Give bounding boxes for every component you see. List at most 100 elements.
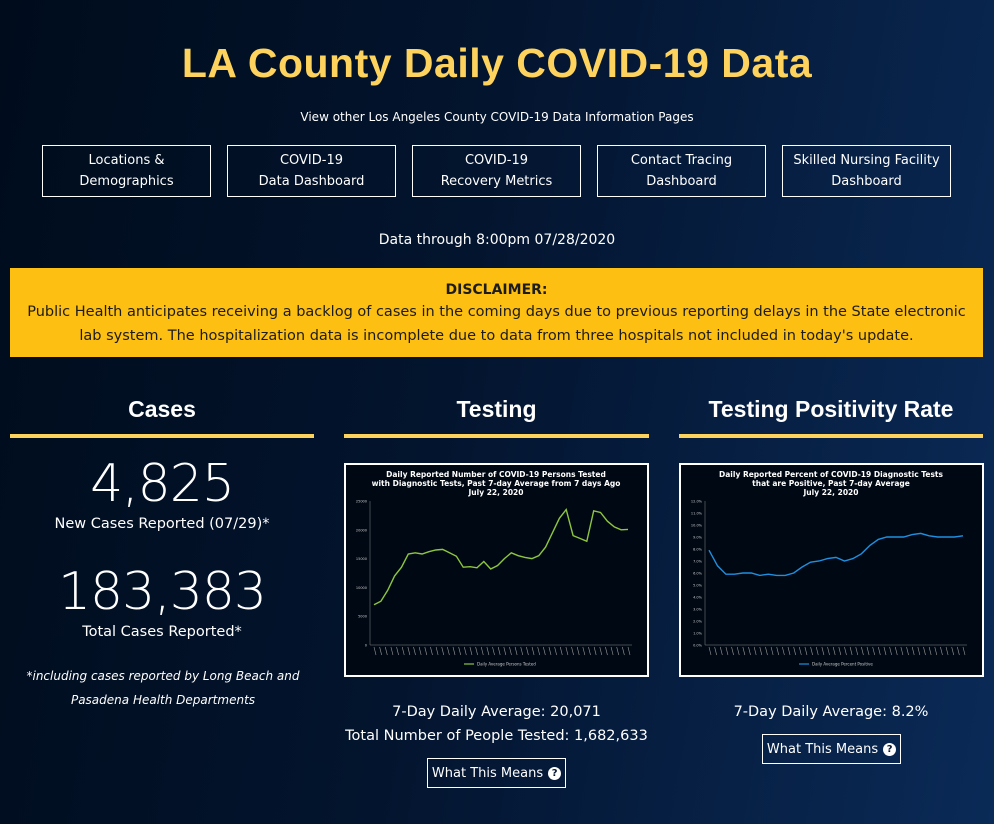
series-line <box>373 508 629 606</box>
testing-chart: Daily Reported Number of COVID-19 Person… <box>344 463 649 677</box>
x-tick-mark <box>559 646 563 656</box>
x-tick-mark <box>537 646 540 656</box>
x-tick-mark <box>492 646 495 656</box>
x-tick-mark <box>503 646 507 656</box>
positivity-chart: Daily Reported Percent of COVID-19 Diagn… <box>679 463 984 677</box>
x-tick-mark <box>917 646 921 656</box>
x-tick-mark <box>951 646 955 656</box>
nav-data-dashboard[interactable]: COVID-19 Data Dashboard <box>227 145 396 197</box>
y-tick-label: 4.0% <box>693 596 703 600</box>
nav-recovery-metrics[interactable]: COVID-19 Recovery Metrics <box>412 145 581 197</box>
y-tick-label: 2.0% <box>693 620 703 624</box>
x-tick-mark <box>554 646 557 656</box>
x-tick-mark <box>379 646 382 656</box>
x-tick-mark <box>894 646 898 656</box>
x-tick-mark <box>526 646 529 656</box>
x-tick-mark <box>407 646 411 656</box>
x-tick-mark <box>827 646 830 656</box>
chart-title-line: Daily Reported Percent of COVID-19 Diagn… <box>719 470 943 479</box>
x-tick-mark <box>923 646 926 656</box>
series-line <box>708 532 964 577</box>
y-tick-label: 8.0% <box>693 548 703 552</box>
x-tick-mark <box>514 646 518 656</box>
x-tick-mark <box>413 646 416 656</box>
x-tick-mark <box>776 646 780 656</box>
x-tick-mark <box>548 646 552 656</box>
x-tick-mark <box>447 646 450 656</box>
x-tick-mark <box>435 646 439 656</box>
x-tick-mark <box>957 646 960 656</box>
x-tick-mark <box>599 646 603 656</box>
x-tick-mark <box>520 646 524 656</box>
y-tick-label: 10.0% <box>691 524 703 528</box>
y-tick-label: 1.0% <box>693 632 703 636</box>
x-tick-mark <box>759 646 763 656</box>
y-tick-label: 5.0% <box>693 584 703 588</box>
testing-what-this-means-button[interactable]: What This Means ? <box>427 758 566 788</box>
question-circle-icon: ? <box>548 766 562 780</box>
x-tick-mark <box>799 646 802 656</box>
x-tick-mark <box>765 646 768 656</box>
x-tick-mark <box>945 646 949 656</box>
legend-label: Daily Average Persons Tested <box>477 662 536 667</box>
chart-title-line: Daily Reported Number of COVID-19 Person… <box>386 470 606 479</box>
x-tick-mark <box>452 646 456 656</box>
positivity-what-this-means-button[interactable]: What This Means ? <box>762 734 901 764</box>
subtitle-link[interactable]: View other Los Angeles County COVID-19 D… <box>300 110 694 124</box>
x-tick-mark <box>804 646 808 656</box>
x-tick-mark <box>736 646 740 656</box>
x-tick-mark <box>390 646 394 656</box>
x-tick-mark <box>911 646 915 656</box>
x-tick-mark <box>458 646 461 656</box>
y-tick-label: 12.0% <box>691 500 703 504</box>
nav-skilled-nursing[interactable]: Skilled Nursing Facility Dashboard <box>782 145 951 197</box>
x-tick-mark <box>708 646 712 656</box>
data-through-date: Data through 8:00pm 07/28/2020 <box>378 232 616 248</box>
total-cases-label: Total Cases Reported* <box>82 624 242 640</box>
x-tick-mark <box>401 646 405 656</box>
x-tick-mark <box>934 646 938 656</box>
y-tick-label: 25000 <box>356 500 367 504</box>
x-tick-mark <box>714 646 717 656</box>
x-tick-mark <box>605 646 608 656</box>
x-tick-mark <box>731 646 734 656</box>
question-circle-icon: ? <box>883 742 897 756</box>
x-tick-mark <box>418 646 422 656</box>
x-tick-mark <box>889 646 892 656</box>
x-tick-mark <box>396 646 399 656</box>
new-cases-number: 4,825 <box>90 454 235 514</box>
x-tick-mark <box>441 646 445 656</box>
page-title: LA County Daily COVID-19 Data <box>181 40 813 86</box>
positivity-what-this-means-label: What This Means <box>766 741 879 757</box>
disclaimer-banner: DISCLAIMER: Public Health anticipates re… <box>10 268 983 357</box>
y-tick-label: 9.0% <box>693 536 703 540</box>
x-tick-mark <box>424 646 428 656</box>
x-tick-mark <box>497 646 501 656</box>
x-tick-mark <box>855 646 859 656</box>
x-tick-mark <box>940 646 943 656</box>
x-tick-mark <box>878 646 881 656</box>
chart-title-line: July 22, 2020 <box>468 488 524 497</box>
x-tick-mark <box>610 646 614 656</box>
nav-locations-demographics[interactable]: Locations & Demographics <box>42 145 211 197</box>
x-tick-mark <box>793 646 796 656</box>
x-tick-mark <box>616 646 620 656</box>
legend-label: Daily Average Percent Positive <box>812 662 873 667</box>
positivity-heading: Testing Positivity Rate <box>708 396 954 422</box>
x-tick-mark <box>469 646 473 656</box>
y-tick-label: 0 <box>365 644 367 648</box>
y-tick-label: 7.0% <box>693 560 703 564</box>
positivity-avg: 7-Day Daily Average: 8.2% <box>733 704 929 720</box>
nav-contact-tracing[interactable]: Contact Tracing Dashboard <box>597 145 766 197</box>
testing-divider <box>344 434 649 438</box>
x-tick-mark <box>770 646 774 656</box>
x-tick-mark <box>486 646 490 656</box>
x-tick-mark <box>588 646 591 656</box>
x-tick-mark <box>787 646 791 656</box>
testing-total: Total Number of People Tested: 1,682,633 <box>345 728 648 744</box>
x-tick-mark <box>571 646 574 656</box>
y-tick-label: 20000 <box>356 528 367 532</box>
y-tick-label: 11.0% <box>691 512 703 516</box>
testing-avg: 7-Day Daily Average: 20,071 <box>392 704 601 720</box>
chart-title-line: July 22, 2020 <box>803 488 859 497</box>
